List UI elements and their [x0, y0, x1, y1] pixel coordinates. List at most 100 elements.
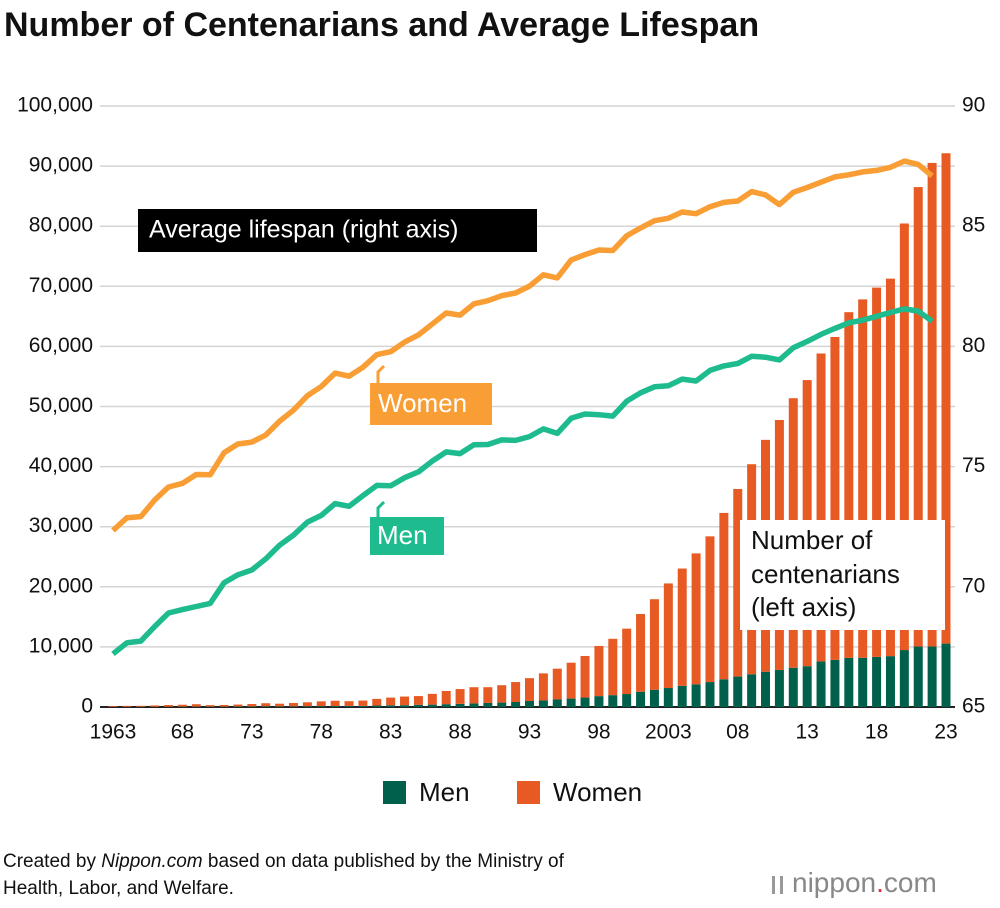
bar — [427, 693, 437, 705]
bar — [372, 705, 382, 707]
bar — [594, 645, 604, 697]
logo-text: com — [884, 867, 937, 898]
bar — [538, 673, 548, 701]
bar — [358, 705, 368, 707]
bar — [872, 287, 882, 657]
bar — [608, 695, 618, 707]
y-tick-label: 90,000 — [29, 154, 93, 177]
bar — [386, 705, 396, 707]
bar — [177, 704, 187, 707]
logo-text: . — [876, 867, 884, 898]
bar — [344, 701, 354, 706]
y2-tick-label: 65 — [962, 695, 985, 718]
bar — [427, 704, 437, 707]
y-tick-label: 60,000 — [29, 334, 93, 357]
x-tick-label: 2003 — [645, 721, 692, 744]
y-tick-label: 50,000 — [29, 394, 93, 417]
bar — [136, 705, 146, 707]
bar — [566, 662, 576, 699]
bar — [316, 706, 326, 707]
x-tick-label: 78 — [310, 721, 333, 744]
callout-box — [370, 517, 444, 555]
bar — [288, 702, 298, 707]
bar — [649, 689, 659, 707]
bar — [885, 278, 895, 657]
y-tick-label: 80,000 — [29, 214, 93, 237]
bar — [885, 656, 895, 707]
bar — [330, 706, 340, 707]
bar — [719, 679, 729, 707]
x-tick-label: 1963 — [90, 721, 137, 744]
bar — [247, 704, 257, 707]
bar — [413, 696, 423, 705]
bar — [913, 187, 923, 647]
y-tick-label: 40,000 — [29, 454, 93, 477]
bar — [150, 705, 160, 707]
bar — [372, 698, 382, 706]
line — [111, 306, 934, 657]
bar — [733, 676, 743, 707]
bar — [441, 704, 451, 707]
annotation: Number of — [751, 525, 873, 555]
annotation: (left axis) — [751, 592, 856, 622]
bar — [483, 702, 493, 707]
bar — [719, 512, 729, 680]
series-label: Women — [378, 388, 467, 418]
bar — [608, 638, 618, 696]
callout-box — [370, 383, 492, 425]
bar — [830, 659, 840, 707]
bar — [108, 706, 118, 707]
bar — [830, 336, 840, 660]
annotation: Average lifespan (right axis) — [149, 216, 458, 244]
bar — [899, 650, 909, 707]
x-tick-label: 18 — [865, 721, 888, 744]
bar — [788, 667, 798, 707]
bar — [594, 696, 604, 707]
y2-tick-label: 70 — [962, 574, 985, 597]
y-tick-label: 20,000 — [29, 574, 93, 597]
bar — [330, 700, 340, 707]
bar — [580, 655, 590, 698]
logo-bar — [772, 876, 775, 894]
legend-swatch — [517, 781, 540, 804]
logo-text: nippon.com — [792, 867, 937, 898]
y-tick-label: 70,000 — [29, 274, 93, 297]
bar — [580, 697, 590, 707]
bar — [844, 312, 854, 658]
bar — [261, 706, 271, 707]
bar — [566, 698, 576, 707]
bar — [663, 688, 673, 707]
line — [111, 158, 934, 533]
bar — [552, 668, 562, 700]
bar — [677, 568, 687, 686]
x-tick-label: 13 — [795, 721, 818, 744]
bar — [858, 299, 868, 658]
bar — [275, 706, 285, 707]
bar — [858, 657, 868, 707]
bar — [927, 646, 937, 707]
annotation-box — [740, 520, 945, 630]
x-tick-label: 83 — [379, 721, 402, 744]
bar — [497, 702, 507, 707]
bar — [316, 701, 326, 707]
bar — [469, 703, 479, 707]
x-tick-label: 88 — [448, 721, 471, 744]
y2-tick-label: 90 — [962, 94, 985, 117]
y2-tick-label: 80 — [962, 334, 985, 357]
legend-label: Men — [419, 777, 470, 807]
y-tick-label: 30,000 — [29, 514, 93, 537]
bar — [469, 687, 479, 704]
chart-title: Number of Centenarians and Average Lifes… — [4, 6, 759, 44]
bar — [344, 705, 354, 707]
bar — [636, 613, 646, 692]
y2-tick-label: 85 — [962, 214, 985, 237]
bar — [691, 553, 701, 685]
bar — [233, 704, 243, 707]
source-text: Created by — [3, 851, 101, 872]
bar — [358, 700, 368, 706]
source-text: Nippon.com — [101, 851, 202, 872]
bar — [761, 671, 771, 707]
bar — [483, 687, 493, 703]
bar — [455, 689, 465, 704]
